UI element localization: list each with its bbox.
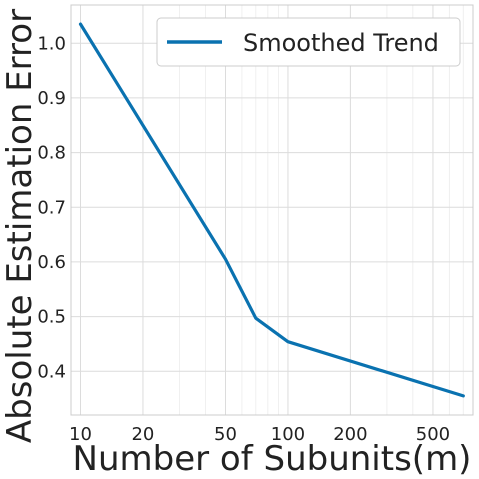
plot-area — [71, 5, 473, 415]
x-tick-label: 50 — [214, 424, 237, 445]
legend: Smoothed Trend — [156, 17, 461, 67]
x-tick-label: 10 — [69, 424, 92, 445]
legend-box — [156, 17, 461, 67]
y-tick-label: 0.4 — [37, 361, 66, 382]
y-tick-label: 0.5 — [37, 307, 66, 328]
x-tick-label: 200 — [333, 424, 367, 445]
y-tick-label: 0.8 — [37, 143, 66, 164]
plot-frame — [70, 4, 474, 416]
y-tick-label: 0.6 — [37, 252, 66, 273]
y-tick-label: 1.0 — [37, 33, 66, 54]
x-axis-title: Number of Subunits(m) — [73, 439, 472, 479]
x-tick-label: 500 — [416, 424, 450, 445]
grid-major — [71, 5, 473, 415]
x-tick-label: 20 — [131, 424, 154, 445]
series-layer — [78, 22, 465, 398]
y-axis-ticks: 0.4 0.5 0.6 0.7 0.8 0.9 1.0 — [37, 33, 66, 382]
y-tick-label: 0.7 — [37, 197, 66, 218]
x-axis-ticks: 10 20 50 100 200 500 — [69, 424, 450, 445]
y-axis-title: Absolute Estimation Error — [0, 9, 40, 443]
series-line — [78, 22, 465, 398]
x-tick-label: 100 — [271, 424, 305, 445]
legend-label: Smoothed Trend — [243, 29, 439, 57]
y-tick-label: 0.9 — [37, 88, 66, 109]
